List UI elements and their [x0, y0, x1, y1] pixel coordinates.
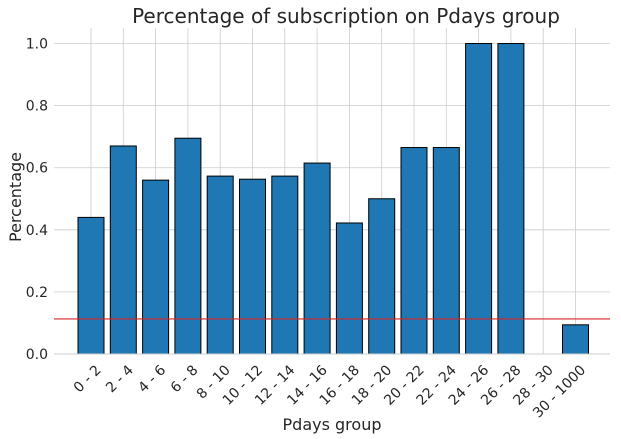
- bar-layer: [77, 43, 589, 355]
- bar: [206, 175, 234, 355]
- bar: [271, 175, 299, 355]
- x-tick-label: 0 - 2: [71, 362, 105, 396]
- y-tick-label: 0.6: [26, 161, 48, 177]
- chart-title: Percentage of subscription on Pdays grou…: [132, 4, 560, 28]
- x-tick-label: 2 - 4: [103, 362, 137, 396]
- bar: [497, 43, 525, 355]
- bar: [77, 216, 105, 355]
- x-tick-label: 4 - 6: [135, 362, 169, 396]
- y-tick-label: 0.8: [26, 99, 48, 115]
- bar: [174, 137, 202, 355]
- bar: [303, 162, 331, 355]
- y-tick-label: 0.4: [26, 223, 48, 239]
- y-tick-label: 1.0: [26, 37, 48, 53]
- y-tick-label: 0.0: [26, 347, 48, 363]
- y-axis-label: Percentage: [6, 152, 25, 242]
- grid-layer: [54, 28, 610, 355]
- y-tick-label: 0.2: [26, 285, 48, 301]
- x-axis-label: Pdays group: [283, 415, 382, 434]
- bar: [562, 324, 589, 355]
- bar: [432, 147, 460, 355]
- bar: [368, 198, 396, 355]
- bar: [142, 179, 170, 355]
- bar: [465, 43, 493, 355]
- bar: [239, 178, 266, 355]
- y-tick-labels: 0.0 0.2 0.4 0.6 0.8 1.0: [26, 37, 48, 363]
- bar: [400, 147, 428, 355]
- bar: [109, 145, 137, 355]
- bar: [335, 222, 363, 355]
